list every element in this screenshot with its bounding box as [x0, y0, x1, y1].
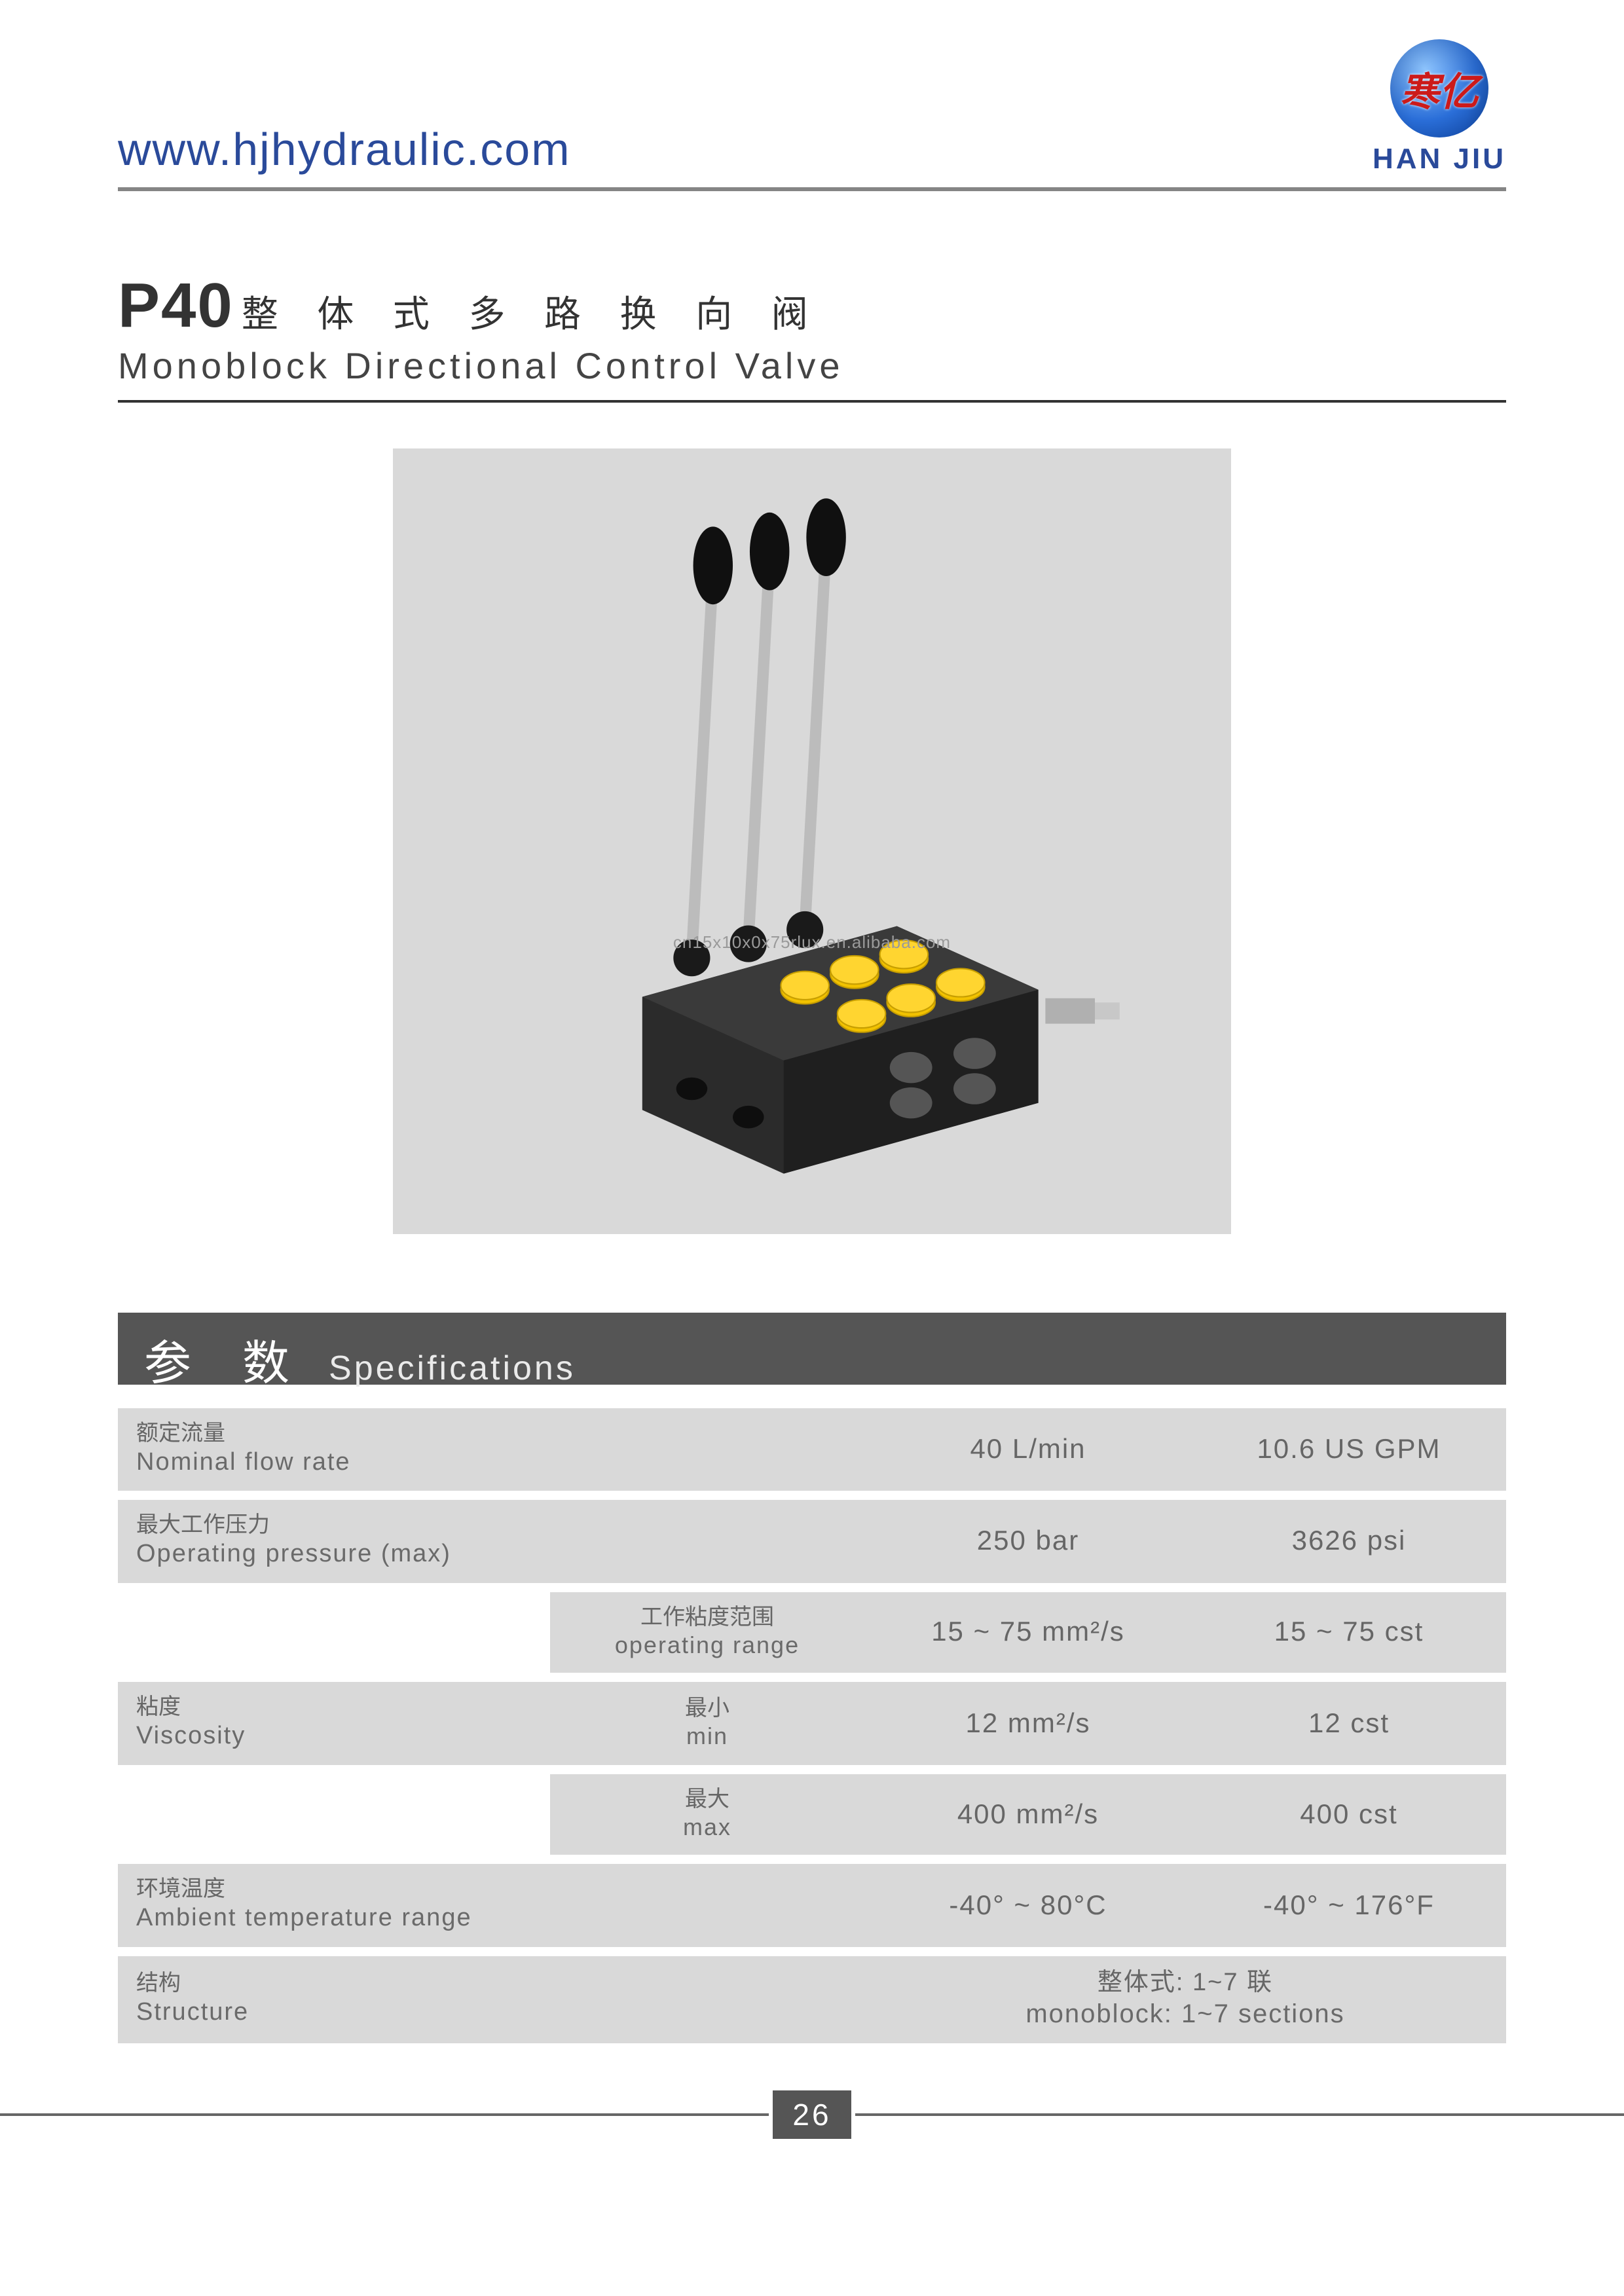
spec-flow-imperial: 10.6 US GPM [1192, 1408, 1506, 1491]
spec-visc-max-label: 最大 max [550, 1774, 864, 1855]
spec-visc-op-spacer [118, 1592, 550, 1673]
globe-icon: 寒亿 [1390, 39, 1488, 137]
header-divider [118, 187, 1506, 191]
page-number: 26 [773, 2090, 851, 2139]
spec-pressure-metric: 250 bar [864, 1500, 1192, 1582]
spec-visc-max-imperial: 400 cst [1192, 1774, 1506, 1855]
spec-visc-max-metric: 400 mm²/s [864, 1774, 1192, 1855]
spec-label-temp: 环境温度 Ambient temperature range [118, 1864, 864, 1946]
image-watermark: cn15x10x0x75rlux.en.alibaba.com [673, 932, 951, 953]
spec-visc-op-label: 工作粘度范围 operating range [550, 1592, 864, 1673]
page-footer: 26 [0, 2090, 1624, 2139]
spec-visc-op-metric: 15 ~ 75 mm²/s [864, 1592, 1192, 1673]
logo-chinese-text: 寒亿 [1400, 60, 1479, 117]
spec-pressure-imperial: 3626 psi [1192, 1500, 1506, 1582]
spec-header-chinese: 参 数 [144, 1324, 309, 1393]
spec-visc-op-imperial: 15 ~ 75 cst [1192, 1592, 1506, 1673]
spec-flow-metric: 40 L/min [864, 1408, 1192, 1491]
spec-visc-max-spacer [118, 1774, 550, 1855]
title-english: Monoblock Directional Control Valve [118, 344, 1506, 387]
product-illustration [435, 488, 1189, 1195]
model-number: P40 [118, 270, 234, 342]
title-divider [118, 400, 1506, 403]
product-title-block: P40 整 体 式 多 路 换 向 阀 Monoblock Directiona… [118, 270, 1506, 403]
logo-english-text: HAN JIU [1373, 143, 1506, 175]
spec-label-flow: 额定流量 Nominal flow rate [118, 1408, 864, 1491]
spec-visc-min-label: 最小 min [550, 1682, 864, 1764]
footer-line-right [855, 2113, 1624, 2116]
website-url[interactable]: www.hjhydraulic.com [118, 123, 571, 175]
title-chinese: 整 体 式 多 路 换 向 阀 [242, 285, 822, 338]
footer-line-left [0, 2113, 769, 2116]
spec-visc-min-imperial: 12 cst [1192, 1682, 1506, 1764]
product-image-panel: cn15x10x0x75rlux.en.alibaba.com [393, 448, 1231, 1234]
page-header: www.hjhydraulic.com 寒亿 HAN JIU [118, 79, 1506, 175]
specifications-header-bar: 参 数 Specifications [118, 1313, 1506, 1385]
spec-structure-value: 整体式: 1~7 联 monoblock: 1~7 sections [864, 1956, 1506, 2044]
spec-temp-imperial: -40° ~ 176°F [1192, 1864, 1506, 1946]
company-logo: 寒亿 HAN JIU [1373, 39, 1506, 175]
specifications-table: 额定流量 Nominal flow rate 40 L/min 10.6 US … [118, 1408, 1506, 2043]
spec-label-structure: 结构 Structure [118, 1956, 864, 2044]
spec-temp-metric: -40° ~ 80°C [864, 1864, 1192, 1946]
spec-header-english: Specifications [329, 1349, 576, 1388]
spec-visc-min-metric: 12 mm²/s [864, 1682, 1192, 1764]
spec-label-viscosity: 粘度 Viscosity [118, 1682, 550, 1764]
spec-label-pressure: 最大工作压力 Operating pressure (max) [118, 1500, 864, 1582]
